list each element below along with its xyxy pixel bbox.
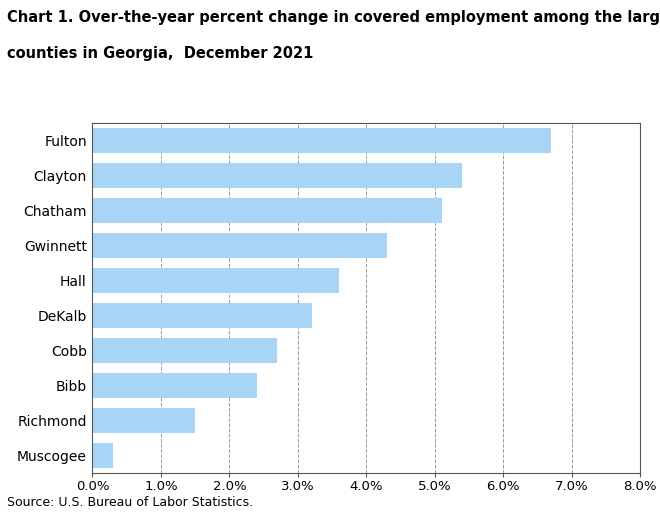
Bar xyxy=(92,303,312,328)
Text: counties in Georgia,  December 2021: counties in Georgia, December 2021 xyxy=(7,46,313,61)
Bar xyxy=(92,373,257,398)
Bar xyxy=(92,163,462,188)
Bar xyxy=(92,128,551,153)
Bar xyxy=(92,443,113,468)
Bar xyxy=(92,268,339,293)
Text: Chart 1. Over-the-year percent change in covered employment among the largest: Chart 1. Over-the-year percent change in… xyxy=(7,10,660,25)
Text: Source: U.S. Bureau of Labor Statistics.: Source: U.S. Bureau of Labor Statistics. xyxy=(7,496,253,509)
Bar xyxy=(92,198,442,223)
Bar xyxy=(92,233,387,258)
Bar xyxy=(92,338,277,363)
Bar xyxy=(92,408,195,433)
